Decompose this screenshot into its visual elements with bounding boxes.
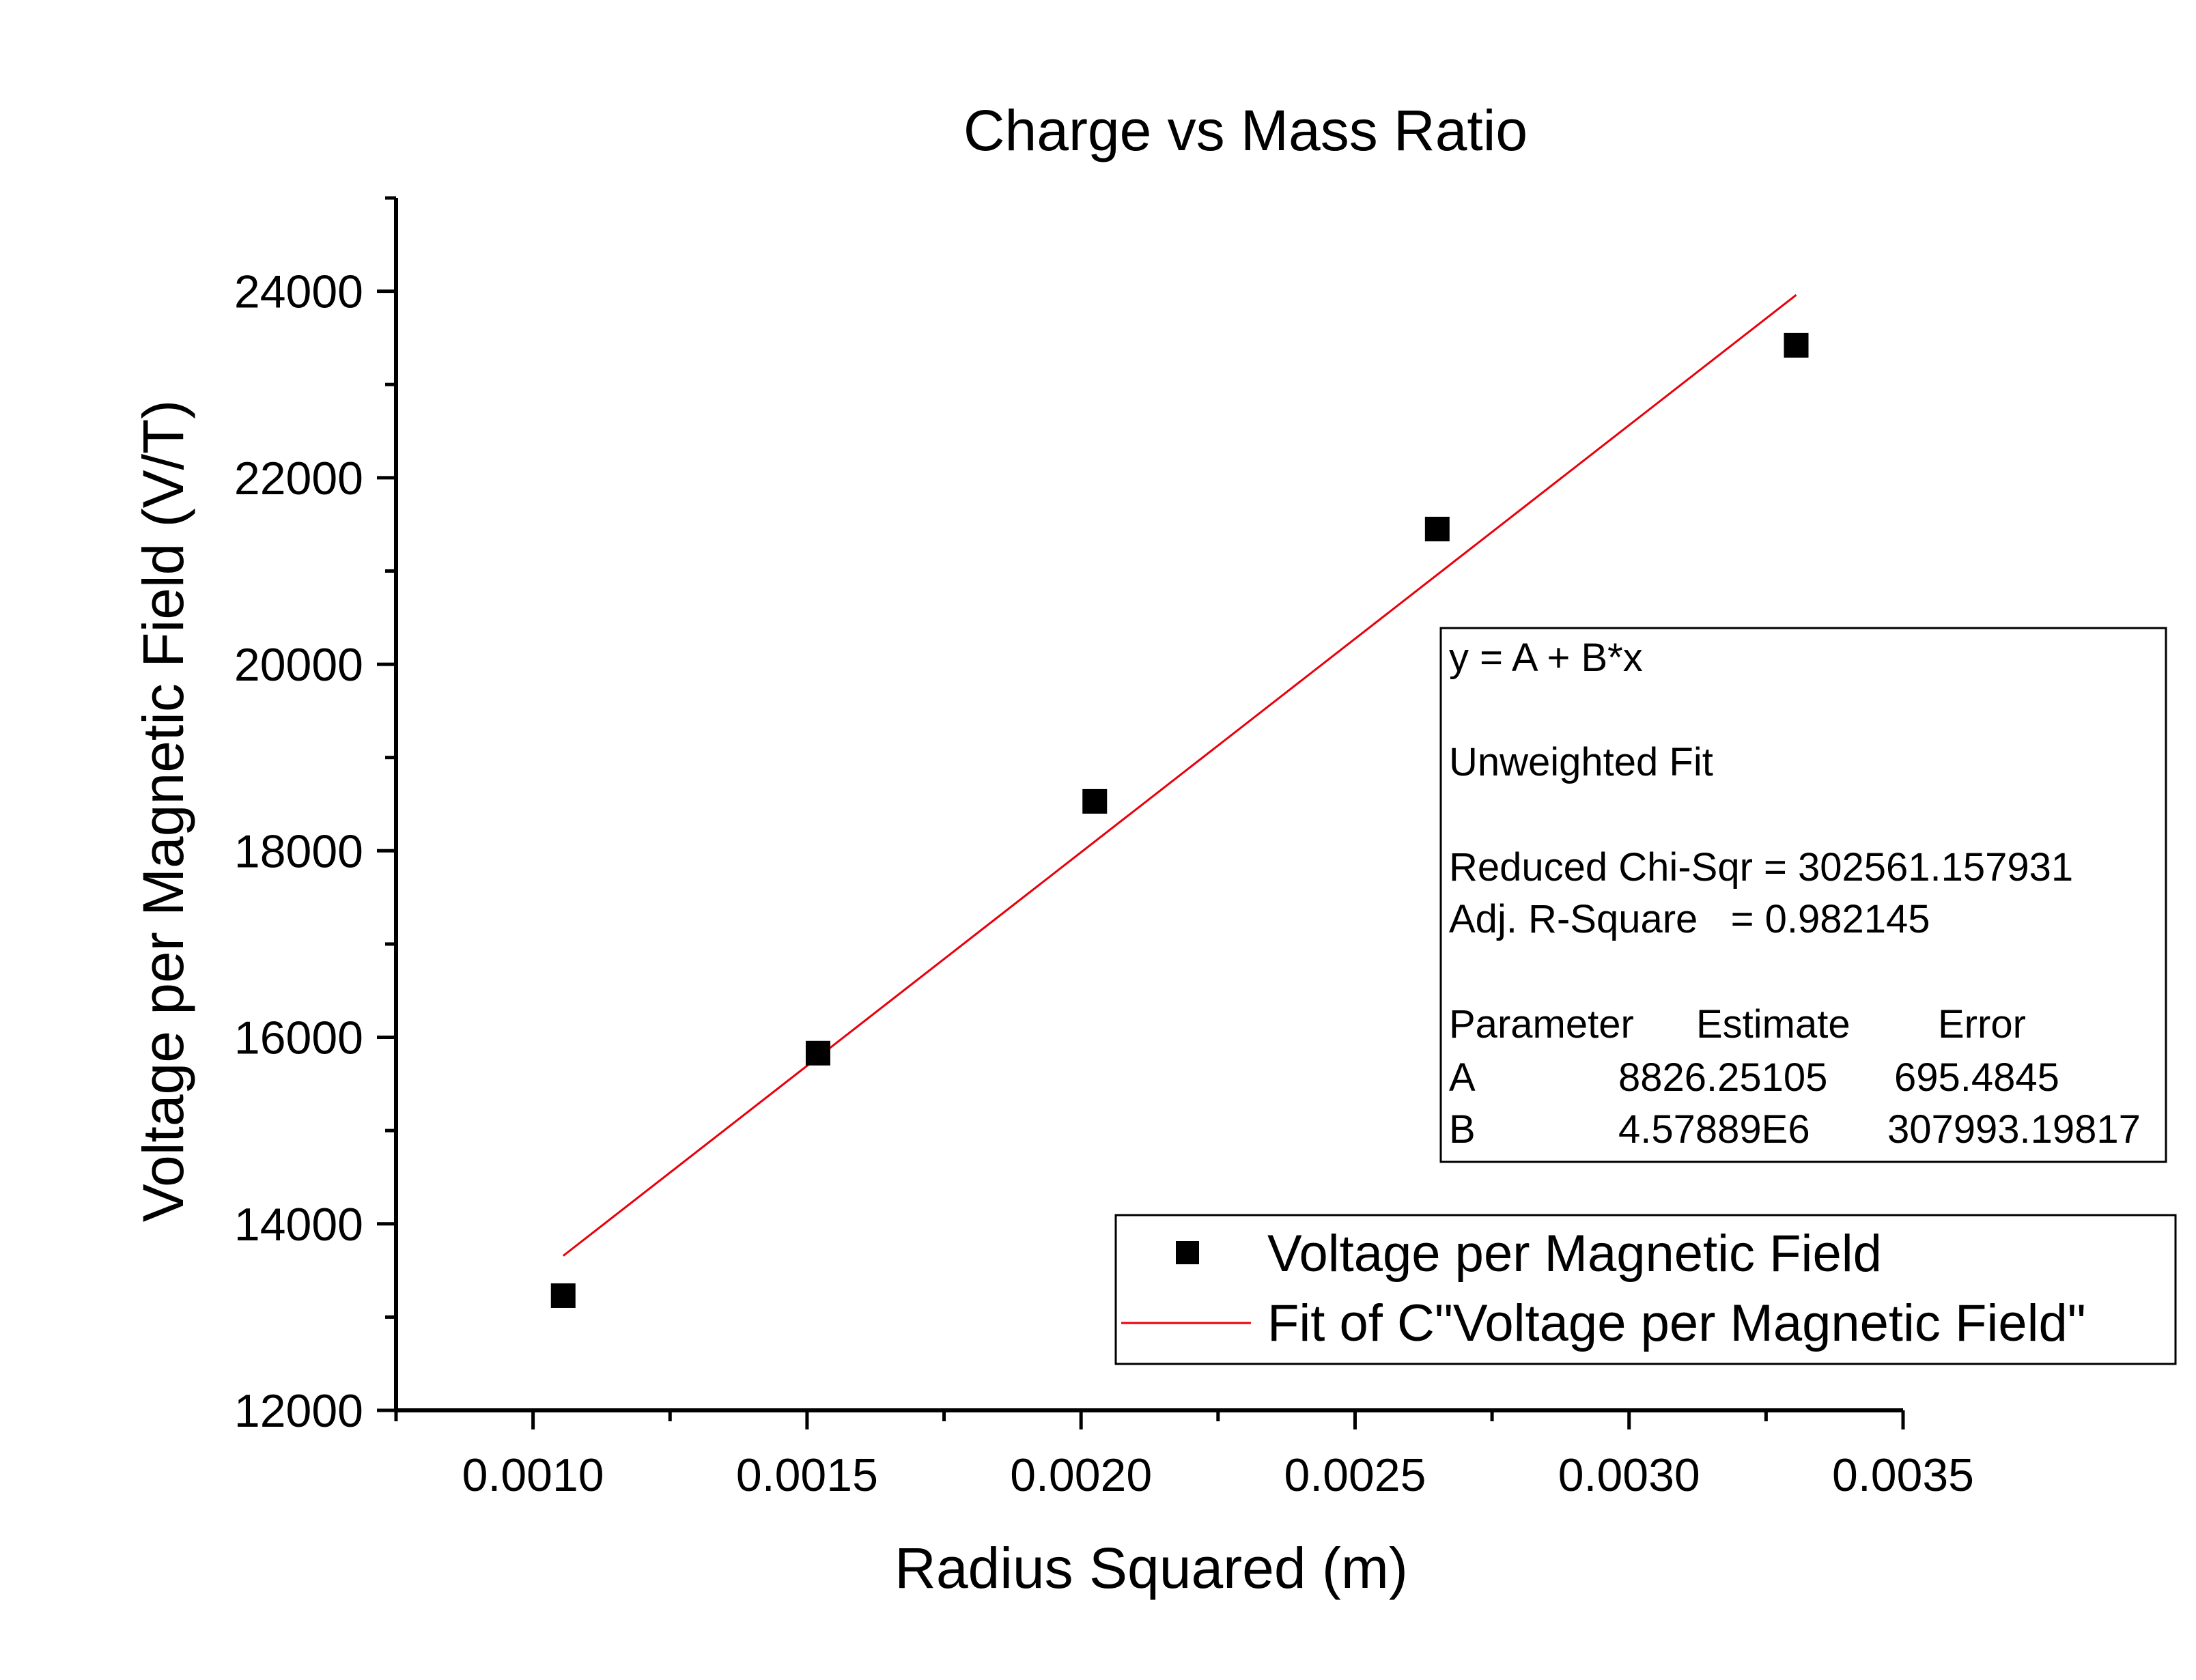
y-tick-label: 18000 [234, 825, 363, 877]
x-tick-label: 0.0030 [1558, 1449, 1700, 1501]
x-tick-label: 0.0010 [462, 1449, 604, 1501]
legend-marker-square [1176, 1241, 1199, 1264]
fit-results-box: y = A + B*x Unweighted Fit Reduced Chi-S… [1439, 627, 2167, 1163]
y-tick-label: 20000 [234, 639, 363, 691]
x-tick-label: 0.0025 [1284, 1449, 1426, 1501]
fit-header-error: Error [1938, 1002, 2026, 1047]
axes [394, 198, 1903, 1412]
fit-header-estimate: Estimate [1696, 1002, 1850, 1047]
data-point [1424, 516, 1450, 541]
data-point [550, 1283, 576, 1308]
fit-reduced-chi-sqr: Reduced Chi-Sqr = 302561.157931 [1449, 845, 2073, 889]
fit-param-b-name: B [1449, 1107, 1476, 1152]
fit-results-border [1439, 627, 2167, 1163]
y-tick-label: 14000 [234, 1199, 363, 1251]
legend-label-data: Voltage per Magnetic Field [1267, 1225, 1882, 1283]
fit-header-parameter: Parameter [1449, 1002, 1634, 1047]
ticks: 0.0010 0.0015 0.0020 0.0025 0.0030 0.0035 1200… [234, 196, 1974, 1501]
fit-param-b-estimate: 4.57889E6 [1618, 1107, 1810, 1152]
fit-param-a-estimate: 8826.25105 [1618, 1055, 1827, 1100]
x-tick-label: 0.0035 [1832, 1449, 1974, 1501]
x-tick-label: 0.0020 [1010, 1449, 1152, 1501]
fit-line-layer [562, 294, 1797, 1257]
fit-adj-r-square: Adj. R-Square = 0.982145 [1449, 897, 1930, 941]
data-point [1082, 788, 1108, 814]
chart-title: Charge vs Mass Ratio [963, 98, 1528, 162]
y-tick-label: 22000 [234, 453, 363, 504]
fit-line [562, 294, 1797, 1257]
x-tick-label: 0.0015 [736, 1449, 878, 1501]
y-tick-label: 24000 [234, 266, 363, 318]
legend-border [1114, 1214, 2177, 1365]
fit-weighting: Unweighted Fit [1449, 740, 1713, 784]
legend: Voltage per Magnetic Field Fit of C"Volt… [1114, 1214, 2177, 1365]
points-layer [550, 332, 1809, 1308]
legend-label-fit: Fit of C"Voltage per Magnetic Field" [1267, 1294, 2086, 1352]
fit-param-a-name: A [1449, 1055, 1476, 1100]
fit-equation: y = A + B*x [1449, 636, 1643, 680]
data-point [1784, 332, 1809, 358]
x-axis-label: Radius Squared (m) [895, 1536, 1408, 1600]
data-point [805, 1040, 830, 1066]
y-tick-label: 16000 [234, 1012, 363, 1064]
fit-param-b-error: 307993.19817 [1887, 1107, 2141, 1152]
y-tick-label: 12000 [234, 1385, 363, 1437]
y-axis-label: Voltage per Magnetic Field (V/T) [131, 400, 195, 1223]
fit-param-a-error: 695.4845 [1894, 1055, 2059, 1100]
